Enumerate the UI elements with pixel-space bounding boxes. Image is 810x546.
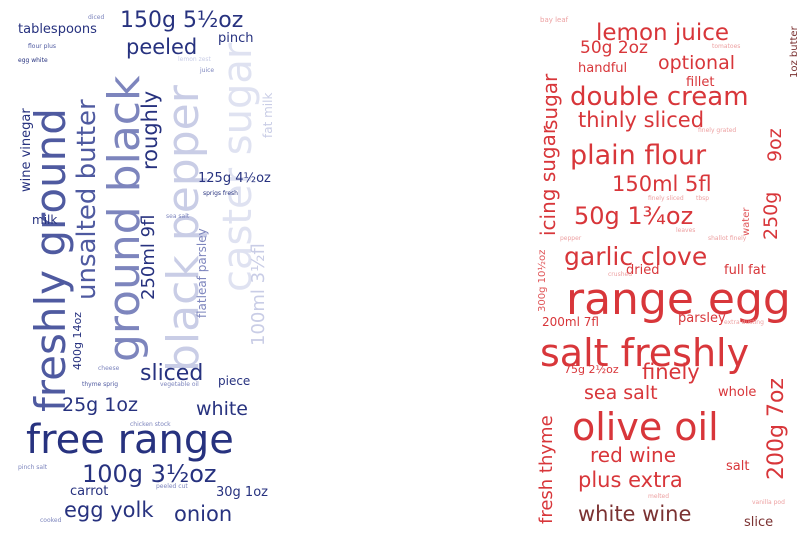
word-crushed: crushed — [608, 271, 632, 278]
word-100g-3oz: 100g 3½oz — [82, 460, 217, 488]
word-1oz-butter: 1oz butter — [789, 26, 800, 78]
word-lemon-zest: lemon zest — [178, 56, 211, 63]
word-white-wine: white wine — [578, 502, 692, 526]
word-peeled-cut: peeled cut — [156, 483, 188, 490]
word-flour-plus: flour plus — [28, 43, 57, 50]
word-thinly-sliced: thinly sliced — [578, 108, 705, 132]
word-milk: milk — [32, 213, 58, 227]
word-lemon-juice: lemon juice — [596, 20, 730, 46]
word-thyme-sprig: thyme sprig — [82, 381, 119, 388]
word-75g-2oz: 75g 2½oz — [564, 363, 619, 376]
word-red-wine: red wine — [590, 443, 677, 467]
word-fat-milk: fat milk — [261, 92, 275, 138]
word-9oz: 9oz — [764, 128, 786, 162]
word-tomatoes: tomatoes — [712, 43, 741, 50]
word-150g-5oz: 150g 5½oz — [120, 8, 244, 33]
word-diced: diced — [88, 14, 105, 21]
left-word-cloud: free range freshly ground ground black b… — [0, 0, 290, 546]
word-salt: salt — [726, 459, 750, 474]
word-sugar: sugar — [538, 73, 562, 130]
word-bay-leaf: bay leaf — [540, 16, 569, 24]
word-finely-grated: finely grated — [698, 127, 737, 134]
word-fresh-thyme: fresh thyme — [536, 415, 557, 524]
word-250g: 250g — [760, 191, 782, 240]
word-onion: onion — [174, 502, 233, 526]
word-handful: handful — [578, 61, 628, 76]
word-tablespoons: tablespoons — [18, 22, 97, 37]
word-leaves: leaves — [676, 227, 696, 234]
word-plus-extra: plus extra — [578, 468, 683, 492]
word-egg-white: egg white — [18, 57, 48, 64]
word-egg-yolk: egg yolk — [64, 498, 154, 522]
word-200g-7oz: 200g 7oz — [764, 378, 789, 480]
word-extra-dusting: extra dusting — [724, 319, 764, 326]
word-finely: finely — [642, 360, 700, 384]
word-50g-1oz: 50g 1¾oz — [574, 202, 694, 230]
word-dried: dried — [626, 263, 660, 278]
word-range-egg: range egg — [566, 274, 791, 325]
word-sprigs-fresh: sprigs fresh — [203, 190, 238, 197]
word-unsalted-butter: unsalted butter — [72, 99, 102, 300]
word-white: white — [196, 398, 248, 420]
word-pinch: pinch — [218, 31, 254, 46]
word-150ml-5fl: 150ml 5fl — [612, 172, 712, 196]
word-50g-2oz: 50g 2oz — [580, 38, 648, 58]
word-melted: melted — [648, 493, 670, 500]
word-water: water — [741, 207, 752, 237]
word-sea-salt-right: sea salt — [584, 382, 658, 404]
word-carrot: carrot — [70, 484, 109, 499]
word-cooked: cooked — [40, 517, 62, 524]
word-garlic-clove: garlic clove — [564, 242, 708, 271]
word-full-fat: full fat — [724, 263, 766, 278]
word-30g-1oz: 30g 1oz — [216, 485, 268, 500]
word-juice: juice — [200, 67, 215, 74]
word-plain-flour: plain flour — [570, 140, 707, 171]
word-sea-salt-left: sea salt — [166, 213, 190, 220]
word-icing-sugar: icing sugar — [536, 125, 560, 236]
word-cheese: cheese — [98, 365, 120, 372]
word-vanilla-pod: vanilla pod — [752, 499, 785, 506]
right-word-cloud: range egg salt freshly olive oil double … — [530, 0, 810, 546]
word-tbsp: tbsp — [696, 195, 710, 202]
word-double-cream: double cream — [570, 82, 749, 112]
word-100ml-3fl: 100ml 3½fl — [248, 243, 269, 346]
word-free-range: free range — [26, 417, 234, 463]
word-freshly-ground: freshly ground — [26, 108, 75, 412]
word-125g-4oz: 125g 4½oz — [198, 171, 271, 186]
word-sliced: sliced — [140, 361, 204, 386]
word-vegetable-oil: vegetable oil — [160, 381, 199, 388]
word-slice: slice — [744, 515, 774, 530]
word-pinch-salt: pinch salt — [18, 464, 48, 471]
word-piece: piece — [218, 374, 251, 388]
word-fillet: fillet — [686, 75, 715, 90]
word-shallot-finely: shallot finely — [708, 235, 747, 242]
word-peeled: peeled — [126, 35, 198, 59]
word-flatleaf-parsley: flatleaf parsley — [195, 228, 209, 318]
word-25g-1oz: 25g 1oz — [62, 394, 138, 416]
word-salt-freshly: salt freshly — [540, 331, 750, 375]
word-roughly: roughly — [138, 90, 162, 170]
word-pepper: pepper — [560, 235, 582, 242]
word-300g-10oz: 300g 10½oz — [537, 249, 548, 312]
word-optional: optional — [658, 52, 736, 74]
word-wine-vinegar: wine vinegar — [19, 108, 34, 192]
word-250ml-9fl: 250ml 9fl — [138, 214, 159, 300]
word-whole: whole — [718, 385, 757, 400]
word-parsley: parsley — [678, 311, 726, 326]
word-200ml-7fl: 200ml 7fl — [542, 315, 599, 329]
word-olive-oil: olive oil — [572, 405, 719, 449]
word-chicken-stock: chicken stock — [130, 421, 171, 428]
word-400g-14oz: 400g 14oz — [71, 312, 84, 370]
word-finely-sliced: finely sliced — [648, 195, 684, 202]
